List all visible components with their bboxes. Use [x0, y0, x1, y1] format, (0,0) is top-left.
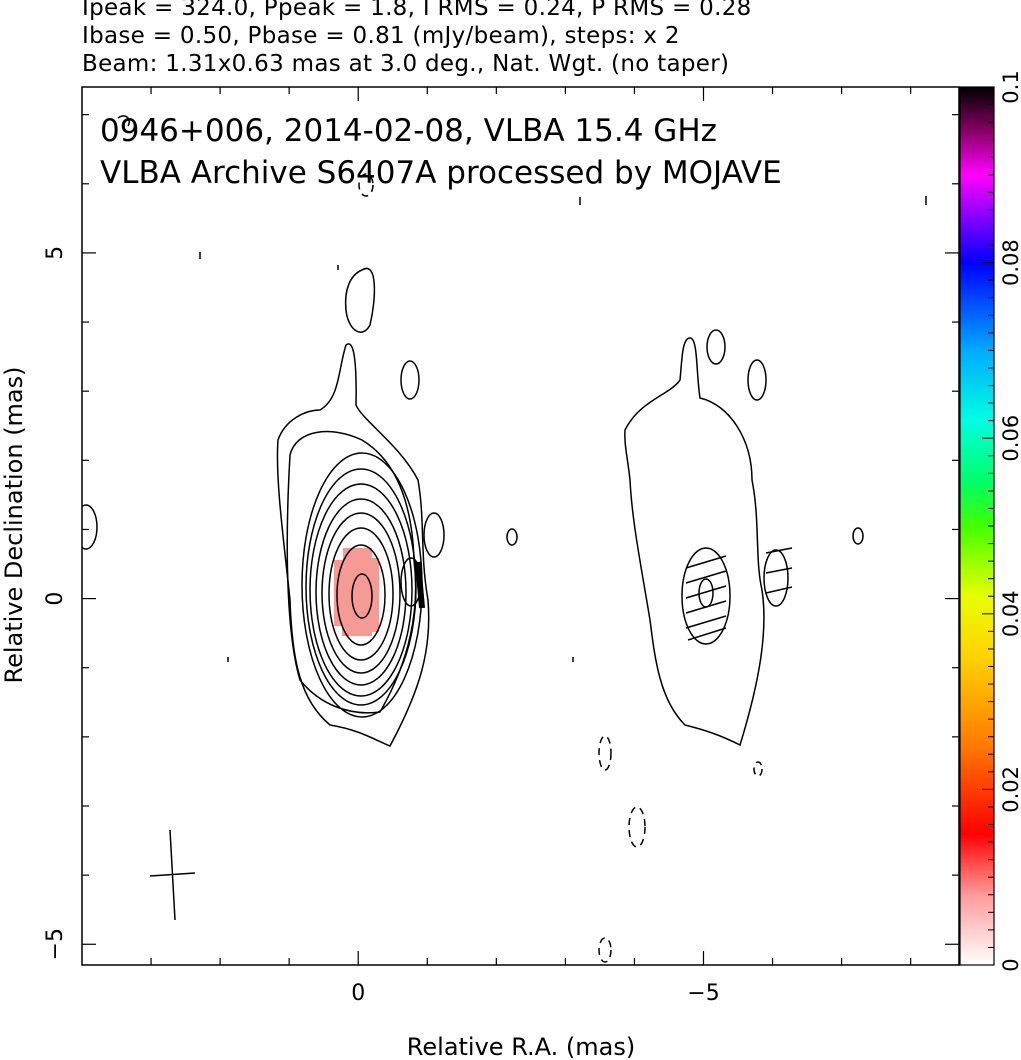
- x-tick-label: 0: [351, 981, 365, 1006]
- colorbar-tick-label: 0.1: [999, 70, 1021, 103]
- plot-annotation-line-1: 0946+006, 2014-02-08, VLBA 15.4 GHz: [100, 113, 717, 149]
- island-ne-core: [400, 360, 420, 400]
- core-contour-6: [315, 498, 407, 686]
- core-outer-contour: [276, 343, 430, 747]
- x-axis-label: Relative R.A. (mas): [407, 1033, 635, 1060]
- colorbar-tick-label: 0.04: [999, 590, 1021, 637]
- axis-ticks: [82, 87, 959, 965]
- negative-contour-3: [628, 806, 646, 848]
- colorbar-ticks: [982, 86, 994, 966]
- jet-island-ne: [706, 329, 726, 365]
- island-north-core: [344, 267, 376, 333]
- colorbar-tick-label: 0.02: [999, 766, 1021, 813]
- tick-labels: 0 −5 −5 0 5: [43, 246, 720, 1006]
- negative-contour-1: [358, 173, 374, 197]
- colorbar-tick-label: 0.06: [999, 415, 1021, 462]
- header-line-2: Ibase = 0.50, Pbase = 0.81 (mJy/beam), s…: [82, 23, 680, 49]
- plot-annotation-line-2: VLBA Archive S6407A processed by MOJAVE: [100, 155, 782, 191]
- x-tick-label: −5: [687, 981, 719, 1006]
- jet-island-e: [747, 359, 767, 401]
- polarization-vectors: [415, 547, 793, 641]
- negative-contour-5: [598, 937, 612, 963]
- core-contour-8: [328, 527, 394, 661]
- negative-contour-2: [598, 735, 612, 771]
- colorbar-labels: 0 0.02 0.04 0.06 0.08 0.1: [999, 70, 1021, 971]
- y-tick-label: 5: [43, 246, 68, 260]
- core-contour-4: [305, 468, 417, 706]
- core-contours: [276, 343, 430, 747]
- core-contour-5: [309, 483, 413, 697]
- jet-contours: [624, 329, 789, 747]
- core-contour-9: [336, 544, 386, 646]
- island-mid-small: [506, 528, 518, 546]
- core-contour-7: [321, 512, 401, 674]
- y-axis-label: Relative Declination (mas): [0, 366, 28, 683]
- colorbar-tick-label: 0.08: [999, 239, 1021, 286]
- island-left-edge: [82, 504, 98, 550]
- island-e-core: [423, 512, 445, 558]
- y-tick-label: 0: [43, 592, 68, 606]
- y-tick-label: −5: [43, 928, 68, 960]
- jet-island-pol: [763, 549, 789, 607]
- header-line-3: Beam: 1.31x0.63 mas at 3.0 deg., Nat. Wg…: [82, 51, 730, 77]
- jet-outer-contour: [624, 337, 765, 747]
- header-line-1: Ipeak = 324.0, Ppeak = 1.8, I RMS = 0.24…: [82, 0, 752, 21]
- negative-contour-4: [753, 761, 763, 777]
- beam-cross: [149, 829, 196, 921]
- island-right-small: [852, 527, 864, 545]
- colorbar-tick-label: 0: [999, 958, 1021, 971]
- jet-contour-2: [681, 547, 731, 645]
- island-tl: [117, 115, 130, 127]
- plot-frame: [81, 86, 960, 966]
- core-contour-10: [351, 573, 373, 619]
